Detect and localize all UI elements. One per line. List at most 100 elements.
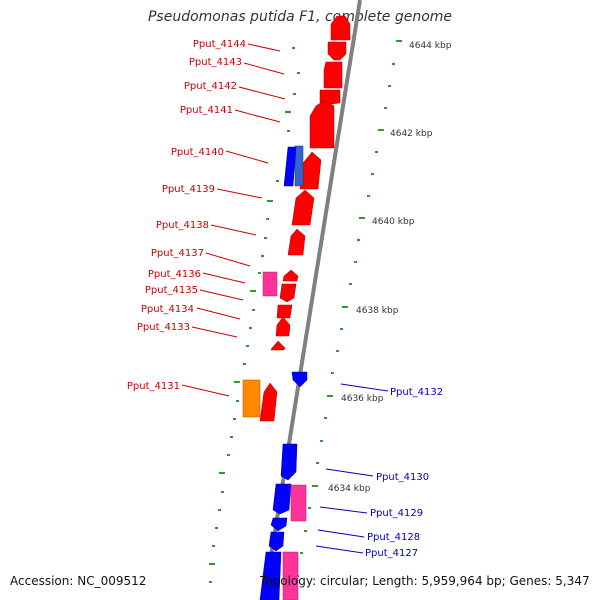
scale-tick bbox=[312, 485, 318, 487]
scale-tick bbox=[378, 129, 384, 131]
inner-scale-ticks bbox=[209, 47, 300, 583]
gene-label-pput-4129[interactable]: Pput_4129 bbox=[370, 508, 423, 519]
inner-tick bbox=[297, 72, 300, 74]
gene-reverse bbox=[272, 483, 292, 515]
scale-label: 4636 kbp bbox=[341, 394, 384, 404]
gene-label-pput-4143[interactable]: Pput_4143 bbox=[189, 57, 242, 68]
gene-label-pput-4133[interactable]: Pput_4133 bbox=[137, 322, 190, 333]
map-title: Pseudomonas putida F1, complete genome bbox=[147, 9, 453, 25]
leader-line bbox=[205, 252, 251, 267]
leader-line bbox=[225, 150, 269, 164]
gene-reverse bbox=[291, 371, 308, 388]
gene-forward bbox=[270, 340, 286, 351]
scale-tick bbox=[331, 372, 334, 374]
scale-tick bbox=[375, 151, 378, 153]
gene-label-pput-4128[interactable]: Pput_4128 bbox=[367, 532, 420, 543]
inner-tick bbox=[261, 255, 264, 257]
scale-tick bbox=[359, 217, 365, 219]
leader-line bbox=[317, 529, 365, 538]
leader-line bbox=[325, 468, 374, 477]
gene-label-pput-4135[interactable]: Pput_4135 bbox=[145, 285, 198, 296]
leader-line bbox=[238, 86, 286, 100]
gene-pink bbox=[282, 551, 299, 600]
gene-label-pput-4140[interactable]: Pput_4140 bbox=[171, 147, 224, 158]
inner-tick bbox=[249, 327, 252, 329]
leader-line bbox=[202, 272, 246, 284]
scale-label: 4644 kbp bbox=[409, 41, 452, 51]
gene-orange bbox=[242, 379, 261, 418]
gene-label-pput-4139[interactable]: Pput_4139 bbox=[162, 184, 215, 195]
scale-tick bbox=[354, 261, 357, 263]
scale-tick bbox=[336, 350, 339, 352]
scale-tick bbox=[327, 395, 333, 397]
leader-line bbox=[315, 545, 364, 554]
scale-tick bbox=[340, 328, 343, 330]
scale-tick bbox=[367, 195, 370, 197]
inner-tick bbox=[209, 563, 215, 565]
inner-tick bbox=[227, 454, 230, 456]
leader-line bbox=[319, 506, 368, 514]
inner-tick bbox=[292, 47, 295, 49]
reverse-leader-lines bbox=[315, 383, 389, 554]
gene-label-pput-4142[interactable]: Pput_4142 bbox=[184, 81, 237, 92]
forward-strand-genes bbox=[259, 15, 351, 422]
leader-line bbox=[199, 289, 244, 301]
leader-line bbox=[210, 224, 257, 236]
gene-label-pput-4137[interactable]: Pput_4137 bbox=[151, 248, 204, 259]
gene-forward bbox=[279, 283, 297, 303]
scale-tick bbox=[300, 552, 303, 554]
scale-tick bbox=[342, 306, 348, 308]
inner-tick bbox=[246, 345, 249, 347]
scale-tick bbox=[357, 239, 360, 241]
scale-label: 4638 kbp bbox=[356, 306, 399, 316]
gene-forward bbox=[330, 15, 351, 41]
gene-label-pput-4132[interactable]: Pput_4132 bbox=[390, 387, 443, 398]
gene-label-pput-4134[interactable]: Pput_4134 bbox=[141, 304, 194, 315]
scale-label: 4634 kbp bbox=[328, 484, 371, 494]
scale-tick bbox=[304, 530, 307, 532]
inner-tick bbox=[250, 290, 256, 292]
inner-tick bbox=[285, 111, 291, 113]
gene-label-pput-4127[interactable]: Pput_4127 bbox=[365, 548, 418, 559]
gene-label-pput-4138[interactable]: Pput_4138 bbox=[156, 220, 209, 231]
inner-tick bbox=[266, 218, 269, 220]
gene-label-pput-4141[interactable]: Pput_4141 bbox=[180, 105, 233, 116]
inner-tick bbox=[209, 581, 212, 583]
inner-tick bbox=[287, 130, 290, 132]
gene-reverse bbox=[280, 443, 298, 481]
scale-tick bbox=[316, 462, 319, 464]
inner-tick bbox=[264, 237, 267, 239]
gene-label-pput-4130[interactable]: Pput_4130 bbox=[376, 472, 429, 483]
scale-tick bbox=[396, 40, 402, 42]
inner-tick bbox=[230, 436, 233, 438]
gene-reverse bbox=[270, 517, 288, 532]
scale-tick bbox=[388, 85, 391, 87]
inner-tick bbox=[236, 400, 239, 402]
scale-tick bbox=[371, 173, 374, 175]
gene-pink bbox=[262, 271, 278, 297]
gene-forward bbox=[327, 41, 347, 61]
inner-tick bbox=[293, 93, 296, 95]
gene-forward bbox=[282, 269, 299, 282]
scale-label: 4642 kbp bbox=[390, 129, 433, 139]
leader-line bbox=[196, 307, 241, 320]
inner-tick bbox=[219, 472, 225, 474]
inner-tick bbox=[252, 309, 255, 311]
inner-tick bbox=[267, 200, 273, 202]
gene-forward bbox=[323, 61, 343, 89]
forward-leader-lines bbox=[181, 43, 286, 397]
gene-forward bbox=[287, 228, 306, 256]
gene-forward bbox=[309, 99, 335, 149]
gene-label-pput-4136[interactable]: Pput_4136 bbox=[148, 269, 201, 280]
gene-forward bbox=[275, 316, 291, 337]
gene-label-pput-4131[interactable]: Pput_4131 bbox=[127, 381, 180, 392]
reverse-strand-genes bbox=[259, 146, 308, 600]
inner-tick bbox=[218, 509, 221, 511]
topology-summary: Topology: circular; Length: 5,959,964 bp… bbox=[260, 574, 590, 588]
gene-label-pput-4144[interactable]: Pput_4144 bbox=[193, 39, 246, 50]
scale-tick bbox=[392, 63, 395, 65]
leader-line bbox=[243, 62, 285, 75]
accession-text: Accession: NC_009512 bbox=[10, 574, 147, 588]
